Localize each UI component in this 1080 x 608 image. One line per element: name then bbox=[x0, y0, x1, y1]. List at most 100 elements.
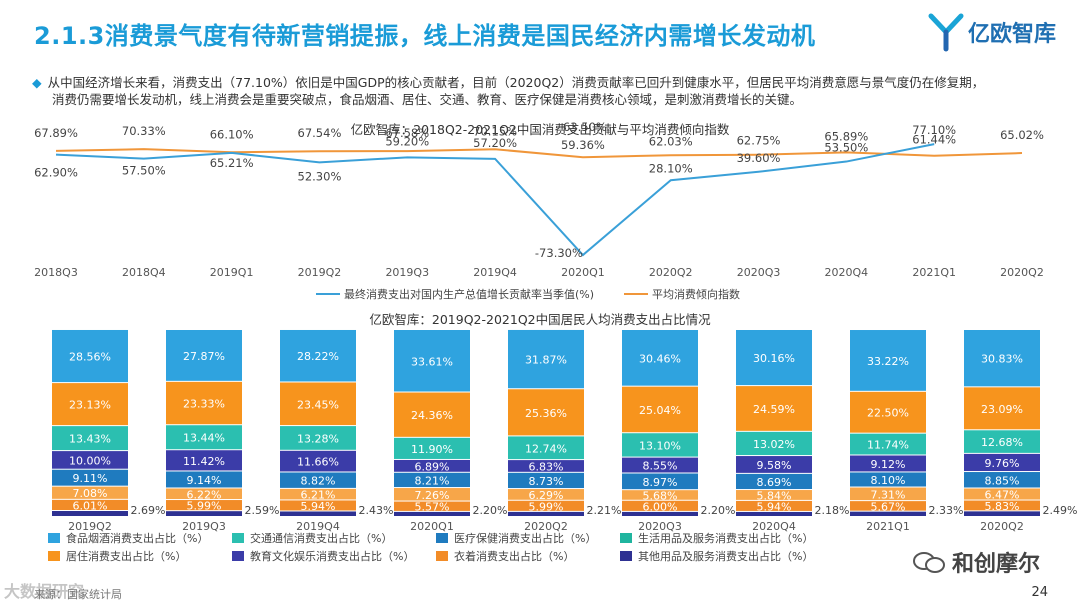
summary-line-1: 从中国经济增长来看，消费支出（77.10%）依旧是中国GDP的核心贡献者，目前（… bbox=[47, 75, 985, 90]
bar-segment-label: 30.46% bbox=[639, 352, 681, 365]
chart2-x-tick: 2020Q2 bbox=[980, 520, 1024, 533]
legend-swatch bbox=[232, 551, 244, 561]
bar-segment-label: 10.00% bbox=[69, 454, 111, 467]
chart1-x-tick: 2019Q4 bbox=[473, 266, 517, 279]
bar-segment-label: 5.84% bbox=[757, 489, 792, 502]
bar-segment-label: 5.57% bbox=[415, 501, 450, 514]
contribution-data-label: 57.20% bbox=[473, 136, 517, 150]
contribution-data-label: -73.30% bbox=[535, 246, 583, 260]
legend-label: 生活用品及服务消费支出占比（%） bbox=[638, 531, 813, 545]
bar-segment bbox=[850, 511, 926, 516]
bar-segment-label: 9.11% bbox=[73, 472, 108, 485]
avg-consumption-data-label: 66.10% bbox=[210, 127, 254, 141]
bar-segment bbox=[508, 472, 584, 489]
bar-segment-label: 28.22% bbox=[297, 350, 339, 363]
bar-segment bbox=[736, 500, 812, 511]
contribution-data-label: 62.90% bbox=[34, 166, 78, 180]
bar-segment bbox=[166, 425, 242, 450]
bar-segment bbox=[964, 330, 1040, 387]
bar-segment bbox=[508, 460, 584, 472]
bar-segment bbox=[166, 330, 242, 381]
bar-segment bbox=[850, 433, 926, 455]
bar-segment bbox=[508, 500, 584, 511]
bar-segment bbox=[850, 472, 926, 487]
legend-label: 其他用品及服务消费支出占比（%） bbox=[638, 549, 813, 563]
bar-segment bbox=[964, 453, 1040, 472]
bar-segment-label: 33.22% bbox=[867, 355, 909, 368]
legend-label: 食品烟酒消费支出占比（%） bbox=[66, 531, 208, 545]
bar-segment bbox=[850, 330, 926, 391]
bar-segment-label: 7.26% bbox=[415, 489, 450, 502]
avg-consumption-data-label: 67.89% bbox=[34, 126, 78, 140]
logo-text: 亿欧智库 bbox=[967, 22, 1056, 47]
bar-segment-label: 23.45% bbox=[297, 398, 339, 411]
watermark-left: 大数据研究 bbox=[4, 582, 85, 601]
contribution-data-label: 65.21% bbox=[210, 156, 254, 170]
summary-line-2: 消费仍需要增长发动机，线上消费会是重要突破点，食品烟酒、居住、交通、教育、医疗保… bbox=[52, 92, 803, 107]
bar-segment bbox=[736, 330, 812, 386]
bar-segment-label: 5.83% bbox=[985, 500, 1020, 513]
bar-segment-label: 8.21% bbox=[415, 474, 450, 487]
bar-segment-label: 2.49% bbox=[1043, 504, 1078, 517]
bar-segment-label: 23.09% bbox=[981, 403, 1023, 416]
avg-consumption-data-label: 65.02% bbox=[1000, 128, 1044, 142]
wechat-icon bbox=[912, 552, 945, 573]
avg-consumption-data-label: 67.58% bbox=[385, 126, 429, 140]
avg-consumption-data-label: 62.75% bbox=[737, 134, 781, 148]
bar-segment bbox=[280, 426, 356, 450]
chart2-x-tick: 2020Q2 bbox=[524, 520, 568, 533]
contribution-data-label: 57.50% bbox=[122, 164, 166, 178]
bar-segment bbox=[964, 511, 1040, 516]
bar-segment bbox=[166, 381, 242, 425]
bar-segment-label: 6.01% bbox=[73, 499, 108, 512]
bar-segment-label: 13.28% bbox=[297, 432, 339, 445]
page-title: 2.1.3消费景气度有待新营销提振，线上消费是国民经济内需增长发动机 bbox=[34, 22, 816, 50]
bar-segment-label: 8.10% bbox=[871, 474, 906, 487]
bar-segment bbox=[280, 382, 356, 426]
bar-segment-label: 13.44% bbox=[183, 432, 225, 445]
chart1-x-tick: 2020Q1 bbox=[561, 266, 605, 279]
bar-segment-label: 24.36% bbox=[411, 409, 453, 422]
chart2-x-tick: 2019Q2 bbox=[68, 520, 112, 533]
bar-segment-label: 11.90% bbox=[411, 443, 453, 456]
bar-segment bbox=[964, 387, 1040, 430]
bar-segment bbox=[394, 488, 470, 501]
page-number: 24 bbox=[1031, 585, 1048, 600]
bar-segment-label: 11.42% bbox=[183, 455, 225, 468]
bar-segment-label: 7.08% bbox=[73, 487, 108, 500]
bar-segment bbox=[850, 487, 926, 501]
bar-segment-label: 23.13% bbox=[69, 399, 111, 412]
chart1-x-tick: 2020Q2 bbox=[649, 266, 693, 279]
chart2-x-tick: 2020Q4 bbox=[752, 520, 796, 533]
bar-segment bbox=[622, 386, 698, 433]
chart1-title: 亿欧智库：2018Q2-2021Q2中国消费支出贡献与平均消费倾向指数 bbox=[351, 122, 730, 137]
bar-segment bbox=[736, 473, 812, 490]
bar-segment-label: 8.73% bbox=[529, 475, 564, 488]
line-chart: 亿欧智库：2018Q2-2021Q2中国消费支出贡献与平均消费倾向指数 2018Q… bbox=[34, 120, 1044, 301]
legend-label-contribution: 最终消费支出对国内生产总值增长贡献率当季值(%) bbox=[344, 287, 594, 301]
bar-segment bbox=[394, 511, 470, 516]
legend-swatch bbox=[436, 533, 448, 543]
bar-segment bbox=[622, 490, 698, 500]
contribution-data-label: 52.30% bbox=[298, 169, 342, 183]
legend-label: 交通通信消费支出占比（%） bbox=[250, 531, 392, 545]
bar-segment bbox=[736, 490, 812, 500]
bar-segment bbox=[508, 489, 584, 500]
bar-segment bbox=[508, 511, 584, 516]
chart2-x-tick: 2020Q1 bbox=[410, 520, 454, 533]
bar-segment-label: 23.33% bbox=[183, 398, 225, 411]
bar-segment-label: 2.33% bbox=[929, 504, 964, 517]
bar-segment bbox=[850, 455, 926, 472]
chart1-x-tick: 2019Q1 bbox=[210, 266, 254, 279]
bar-segment-label: 9.12% bbox=[871, 458, 906, 471]
stacked-bar-chart: 亿欧智库：2019Q2-2021Q2中国居民人均消费支出占比情况 2.69% 6.0… bbox=[48, 312, 1078, 563]
legend-label: 衣着消费支出占比（%） bbox=[454, 549, 574, 563]
avg-consumption-data-label: 70.15% bbox=[473, 124, 517, 138]
bar-segment-label: 2.18% bbox=[815, 504, 850, 517]
bar-segment-label: 28.56% bbox=[69, 351, 111, 364]
bar-segment bbox=[394, 459, 470, 472]
avg-consumption-data-label: 70.33% bbox=[122, 124, 166, 138]
bar-segment-label: 2.21% bbox=[587, 504, 622, 517]
bar-segment bbox=[52, 499, 128, 510]
bar-segment-label: 9.14% bbox=[187, 474, 222, 487]
